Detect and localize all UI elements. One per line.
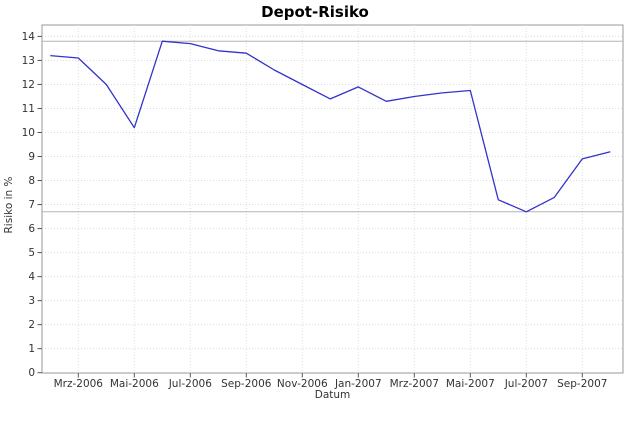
chart-title: Depot-Risiko [261, 3, 369, 21]
x-tick-label: Jul-2007 [504, 378, 548, 390]
y-tick-label: 5 [28, 247, 35, 259]
x-tick-label: Jul-2006 [168, 378, 212, 390]
gridlines [42, 25, 623, 373]
x-tick-label: Mrz-2007 [390, 378, 439, 390]
x-tick-label: Mai-2006 [110, 378, 159, 390]
y-tick-label: 11 [22, 103, 35, 115]
y-tick-label: 6 [28, 223, 35, 235]
x-tick-label: Mai-2007 [446, 378, 495, 390]
y-tick-label: 0 [28, 367, 35, 379]
x-tick-label: Jan-2007 [334, 378, 382, 390]
x-tick-label: Nov-2006 [277, 378, 328, 390]
x-tick-label: Sep-2006 [221, 378, 272, 390]
y-axis-title: Risiko in % [3, 176, 15, 234]
y-tick-label: 12 [22, 79, 35, 91]
y-tick-label: 9 [28, 151, 35, 163]
risk-line-series [50, 40, 611, 213]
y-tick-label: 3 [28, 295, 35, 307]
x-tick-label: Mrz-2006 [54, 378, 104, 390]
y-tick-label: 2 [28, 319, 35, 331]
x-axis-title: Datum [314, 389, 351, 401]
y-tick-label: 14 [22, 31, 36, 43]
y-tick-label: 13 [22, 55, 35, 67]
x-tick-label: Sep-2007 [557, 378, 607, 390]
y-tick-label: 7 [28, 199, 35, 211]
y-tick-label: 10 [22, 127, 35, 139]
y-tick-label: 1 [28, 343, 35, 355]
y-tick-label: 4 [28, 271, 35, 283]
y-tick-label: 8 [28, 175, 35, 187]
plot-frame [41, 24, 624, 374]
